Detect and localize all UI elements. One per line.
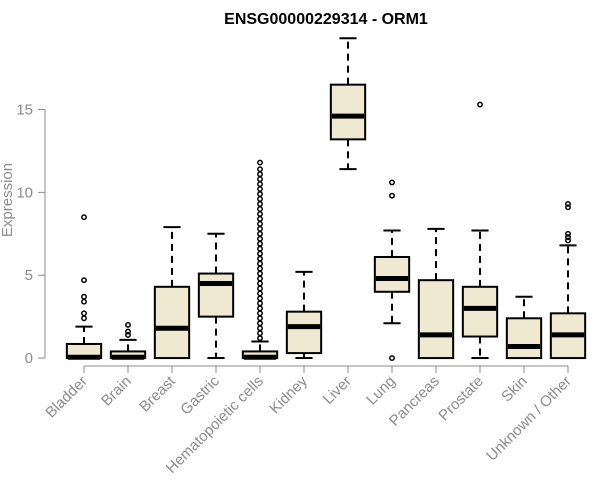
outlier-point (257, 330, 263, 337)
outlier-point (257, 265, 263, 272)
outlier-point (257, 159, 263, 166)
outlier-point (125, 328, 131, 335)
outlier-point (81, 315, 87, 322)
x-tick-label: Kidney (266, 372, 311, 417)
box-group (461, 101, 499, 360)
outlier-point (257, 181, 263, 188)
outlier-point (125, 321, 131, 328)
outlier-point (257, 240, 263, 247)
box-group (197, 232, 235, 360)
box (153, 285, 191, 360)
outlier-point (257, 315, 263, 322)
outlier-point (81, 298, 87, 305)
outlier-point (257, 310, 263, 317)
outlier-point (257, 250, 263, 257)
x-tick-label: Brain (98, 373, 135, 410)
y-tick-label: 15 (16, 102, 33, 119)
outlier-point (565, 230, 571, 237)
box (417, 279, 455, 360)
outlier-point (81, 214, 87, 221)
outlier-point (565, 237, 571, 244)
box (285, 310, 323, 355)
outlier-point (125, 331, 131, 338)
outlier-point (81, 277, 87, 284)
boxes (65, 37, 587, 362)
outlier-point (389, 192, 395, 199)
x-tick-label: Liver (320, 373, 355, 408)
outlier-point (257, 295, 263, 302)
outlier-point (257, 285, 263, 292)
outlier-point (257, 210, 263, 217)
outlier-point (257, 320, 263, 327)
x-tick-label: Lung (363, 373, 399, 409)
box-group (549, 201, 587, 360)
outlier-point (257, 166, 263, 173)
y-tick-label: 5 (25, 267, 33, 284)
outlier-point (257, 215, 263, 222)
outlier-point (257, 225, 263, 232)
outlier-point (257, 220, 263, 227)
outlier-point (257, 305, 263, 312)
outlier-point (257, 255, 263, 262)
box-group (505, 295, 543, 360)
outlier-point (257, 245, 263, 252)
outlier-point (257, 230, 263, 237)
outlier-point (257, 171, 263, 178)
outlier-point (81, 293, 87, 300)
x-tick-label: Prostate (435, 373, 487, 425)
outlier-point (257, 280, 263, 287)
box (197, 272, 235, 318)
box (461, 285, 499, 338)
box-group (109, 321, 147, 360)
box-group (285, 270, 323, 360)
outlier-point (257, 290, 263, 297)
box-group (417, 227, 455, 360)
box-group (153, 226, 191, 360)
x-tick-label: Bladder (42, 373, 91, 422)
outlier-point (257, 196, 263, 202)
box (373, 255, 411, 293)
outlier-point (389, 179, 395, 186)
box-group (329, 37, 367, 171)
outlier-point (257, 205, 263, 212)
outlier-point (257, 325, 263, 332)
outlier-point (389, 355, 395, 362)
outlier-point (257, 335, 263, 342)
outlier-point (565, 201, 571, 207)
box-group (65, 214, 103, 360)
outlier-point (257, 270, 263, 277)
y-axis: 0 5 10 15 (16, 102, 46, 367)
y-axis-label: Expression (0, 163, 16, 237)
outlier-point (257, 260, 263, 267)
box-group (241, 159, 279, 360)
y-tick-label: 10 (16, 184, 33, 201)
outlier-point (257, 300, 263, 307)
outlier-point (257, 235, 263, 242)
x-tick-label: Skin (498, 373, 531, 406)
outlier-point (565, 234, 571, 241)
box (329, 83, 367, 141)
outlier-point (257, 186, 263, 193)
outlier-point (257, 191, 263, 197)
outlier-point (257, 275, 263, 282)
outlier-point (565, 204, 571, 211)
y-tick-label: 0 (25, 350, 33, 367)
box-group (373, 179, 411, 362)
box (505, 317, 543, 360)
outlier-point (257, 201, 263, 207)
outlier-point (257, 176, 263, 183)
outlier-point (477, 101, 483, 108)
x-tick-label: Breast (136, 372, 179, 415)
outlier-point (81, 310, 87, 317)
chart-title: ENSG00000229314 - ORM1 (224, 11, 428, 28)
